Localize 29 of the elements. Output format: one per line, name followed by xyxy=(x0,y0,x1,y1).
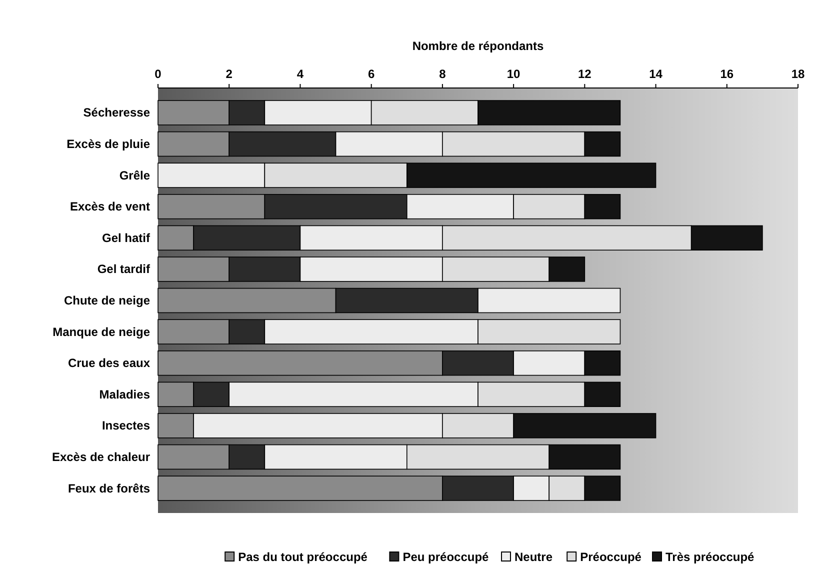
legend-label: Préoccupé xyxy=(580,550,642,564)
y-tick-label: Excès de vent xyxy=(70,200,150,214)
legend-label: Peu préoccupé xyxy=(402,550,490,564)
legend-label: Neutre xyxy=(514,550,553,564)
x-tick-label: 6 xyxy=(368,67,375,81)
x-tick-label: 0 xyxy=(154,67,162,81)
x-tick-label: 8 xyxy=(439,67,446,81)
y-tick-label: Grêle xyxy=(119,168,150,182)
y-tick-label: Excès de pluie xyxy=(66,137,150,152)
x-tick-label: 16 xyxy=(720,67,734,81)
x-tick-label: 18 xyxy=(791,67,805,81)
x-tick-label: 4 xyxy=(296,67,304,81)
y-tick-label: Sécheresse xyxy=(83,106,150,120)
y-tick-label: Crue des eaux xyxy=(68,356,150,370)
y-tick-label: Gel hatif xyxy=(102,230,151,245)
y-tick-label: Manque de neige xyxy=(52,324,150,339)
x-tick-label: 10 xyxy=(506,67,521,81)
x-tick-label: 12 xyxy=(578,67,592,81)
y-tick-label: Excès de chaleur xyxy=(52,450,150,464)
x-axis-title: Nombre de répondants xyxy=(412,39,544,53)
x-tick-label: 14 xyxy=(649,67,663,81)
y-tick-label: Feux de forêts xyxy=(68,481,150,496)
y-tick-label: Gel tardif xyxy=(97,262,151,276)
legend-label: Pas du tout préoccupé xyxy=(238,550,368,564)
y-tick-label: Maladies xyxy=(99,387,150,402)
x-tick-label: 2 xyxy=(226,67,233,81)
y-tick-label: Insectes xyxy=(102,418,150,433)
y-tick-label: Chute de neige xyxy=(64,294,150,308)
legend-label: Très préoccupé xyxy=(666,550,755,564)
